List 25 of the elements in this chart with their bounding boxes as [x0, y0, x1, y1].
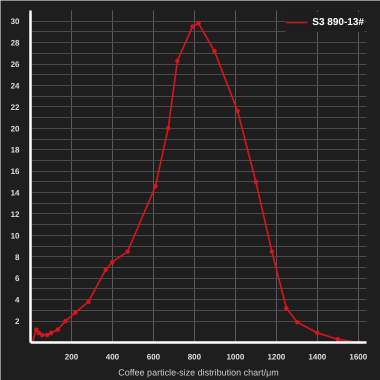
y-tick-label: 16 [10, 167, 20, 176]
y-tick-label: 22 [10, 102, 20, 112]
x-tick-label: 800 [188, 352, 202, 362]
y-tick-label: 24 [10, 81, 20, 90]
y-tick-label: 14 [10, 188, 20, 198]
x-axis-title: Coffee particle-size distribution chart/μm [118, 368, 279, 378]
x-tick-label: 1000 [226, 352, 245, 362]
y-tick-label: 6 [15, 274, 20, 284]
x-tick-label: 1400 [308, 352, 327, 362]
y-tick-label: 18 [10, 146, 20, 155]
legend-label: S3 890-13# [312, 16, 364, 28]
x-tick-label: 400 [106, 352, 120, 362]
x-tick-label: 200 [64, 352, 79, 362]
y-tick-label: 4 [15, 296, 20, 305]
y-tick-label: 8 [15, 252, 20, 262]
x-tick-label: 1600 [349, 352, 368, 362]
y-tick-label: 12 [10, 210, 20, 219]
y-tick-label: 28 [10, 38, 20, 48]
y-tick-label: 30 [10, 17, 20, 26]
y-tick-label: 2 [15, 317, 20, 326]
y-tick-label: 20 [10, 124, 20, 134]
y-tick-label: 10 [10, 231, 20, 240]
y-tick-label: 26 [10, 60, 20, 70]
x-tick-label: 600 [146, 352, 161, 362]
x-tick-label: 1200 [267, 352, 286, 362]
